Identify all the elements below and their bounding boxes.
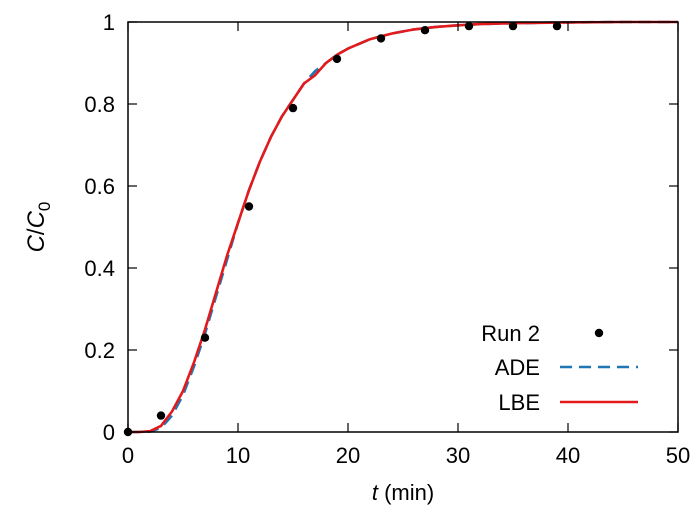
x-tick-label: 20: [336, 443, 360, 468]
x-tick-label: 30: [446, 443, 470, 468]
y-axis-label: C/C0: [23, 202, 54, 253]
y-axis-label-sub: 0: [35, 202, 54, 211]
y-tick-label: 1: [103, 10, 115, 35]
data-point: [376, 34, 386, 43]
y-tick-label: 0: [103, 420, 115, 445]
y-axis-label-base: C: [23, 210, 50, 228]
y-tick-label: 0.6: [84, 174, 115, 199]
data-point: [464, 21, 474, 31]
x-tick-label: 10: [226, 443, 250, 468]
data-point: [288, 103, 298, 113]
data-point: [156, 411, 166, 420]
data-point: [244, 202, 254, 211]
y-tick-label: 0.8: [84, 92, 115, 117]
x-tick-label: 0: [122, 443, 134, 468]
plot-frame: [127, 21, 679, 433]
plot-layer: [123, 20, 678, 437]
legend-marker: [594, 328, 604, 338]
y-axis-label-var: C: [23, 234, 50, 252]
data-point: [332, 54, 342, 64]
legend: Run 2 ADE LBE: [481, 321, 638, 415]
x-tick-label: 40: [556, 443, 580, 468]
series-line-lbe: [128, 20, 678, 434]
data-point: [508, 21, 518, 31]
data-point: [200, 333, 210, 342]
y-tick-label: 0.2: [84, 338, 115, 363]
y-tick-label: 0.4: [84, 256, 115, 281]
x-axis-label-unit: (min): [378, 480, 434, 505]
x-tick-label: 50: [666, 443, 690, 468]
y-axis-label-sep: /: [23, 228, 50, 235]
axis-ticks: 0 10 20 30 40 50 0 0.2 0.4 0.6 0.8 1: [84, 10, 690, 468]
legend-label: LBE: [498, 390, 540, 415]
legend-label: Run 2: [481, 321, 540, 346]
x-axis-label-var: t: [372, 480, 379, 505]
data-point: [420, 26, 430, 35]
x-axis-label: t (min): [372, 480, 434, 505]
data-point: [552, 21, 562, 31]
legend-label: ADE: [495, 355, 540, 380]
series-line-ade: [128, 20, 678, 434]
